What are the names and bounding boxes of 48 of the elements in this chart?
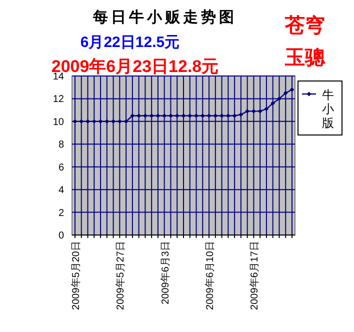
text: 苍穹: [284, 14, 325, 37]
point: [111, 119, 116, 124]
point: [238, 112, 244, 117]
point: [143, 114, 148, 118]
point: [283, 90, 288, 96]
point: [270, 101, 276, 106]
point: [162, 114, 167, 118]
point: [188, 114, 192, 118]
point: [130, 114, 135, 118]
point: [245, 109, 250, 114]
y-tick-label: 6: [58, 162, 64, 174]
point: [194, 114, 198, 118]
point: [174, 114, 180, 118]
point: [213, 114, 218, 118]
point: [277, 96, 282, 101]
text: 玉骢: [284, 47, 326, 69]
chart-title: 每日牛小贩走势图: [92, 9, 237, 26]
point: [220, 114, 224, 118]
legend-label: 牛小版: [322, 88, 334, 130]
x-tick-label: 2009年6月10日: [204, 241, 216, 310]
point: [136, 114, 142, 118]
point: [252, 109, 256, 114]
point: [290, 87, 294, 92]
point: [258, 109, 262, 114]
point: [72, 119, 78, 124]
point: [98, 119, 103, 124]
x-tick-label: 2009年6月3日: [159, 241, 172, 304]
x-tick-label: 2009年6月17日: [248, 241, 261, 310]
point: [79, 119, 84, 124]
point: [124, 119, 128, 124]
x-tick-label: 2009年5月27日: [114, 241, 127, 310]
y-tick-label: 0: [58, 230, 64, 242]
point: [264, 106, 269, 112]
point: [168, 114, 173, 118]
point: [226, 114, 230, 118]
y-tick-label: 12: [52, 94, 64, 106]
point: [149, 114, 154, 118]
y-tick-label: 10: [52, 116, 64, 128]
y-tick-label: 14: [52, 72, 64, 82]
y-tick-label: 2: [58, 208, 64, 219]
chart-subtitle: 6月22日12.5元: [80, 34, 180, 51]
y-tick-label: 4: [58, 185, 64, 196]
point: [104, 119, 110, 124]
point: [232, 114, 237, 118]
x-tick-label: 2009年5月20日: [70, 241, 82, 310]
point: [200, 114, 205, 118]
point: [86, 119, 90, 124]
y-tick-label: 8: [58, 140, 64, 151]
